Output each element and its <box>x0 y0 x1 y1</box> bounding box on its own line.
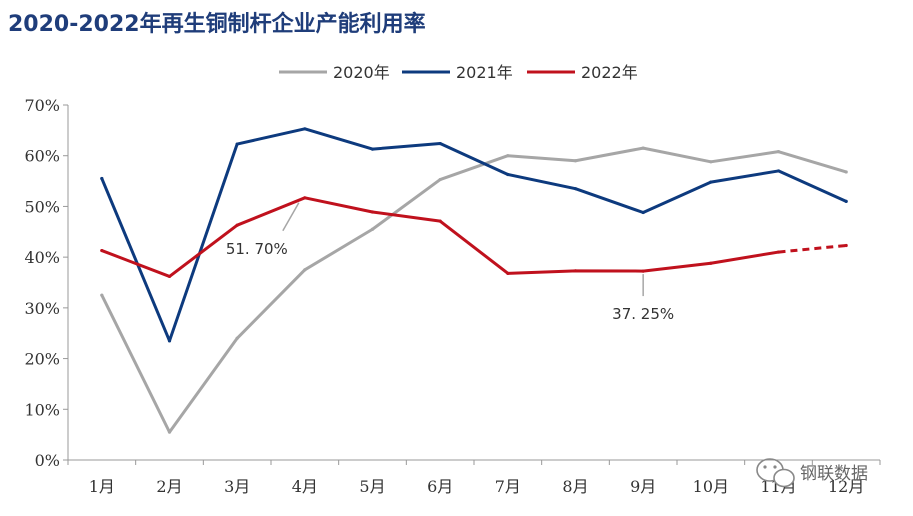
data-point <box>573 269 578 273</box>
data-point <box>641 269 645 273</box>
data-point <box>303 127 307 131</box>
series-2022年 <box>100 196 848 279</box>
y-tick-label: 70% <box>24 96 60 115</box>
data-point <box>303 196 307 200</box>
data-point <box>303 268 307 272</box>
data-point <box>438 177 442 182</box>
data-point <box>370 147 375 151</box>
y-tick-label: 50% <box>24 197 60 216</box>
wechat-icon <box>756 458 795 488</box>
x-tick-label: 9月 <box>630 477 656 496</box>
annotation-leader <box>282 202 300 232</box>
data-point <box>709 180 713 184</box>
watermark-text: 钢联数据 <box>800 464 868 484</box>
x-tick-label: 5月 <box>359 477 385 496</box>
data-point <box>844 170 848 174</box>
legend-label: 2022年 <box>581 63 638 82</box>
x-tick-label: 3月 <box>224 477 250 496</box>
x-axis-labels: 1月 2月 3月 4月 5月 6月 7月 8月 9月 10月 11月 12月 <box>89 477 865 496</box>
data-point <box>506 154 510 158</box>
data-point <box>235 142 239 146</box>
data-point <box>573 159 578 163</box>
x-tick-label: 8月 <box>562 477 588 496</box>
x-tick-label: 7月 <box>495 477 521 496</box>
data-point <box>844 199 848 203</box>
data-point <box>709 160 713 164</box>
x-tick-label: 2月 <box>156 477 182 496</box>
data-point <box>641 210 645 215</box>
series-2021年 <box>100 127 848 343</box>
y-tick-label: 60% <box>24 147 60 166</box>
data-point <box>100 176 104 181</box>
annotation-label: 37. 25% <box>612 305 674 323</box>
legend-label: 2021年 <box>456 63 513 82</box>
data-point <box>776 169 781 173</box>
data-point <box>100 248 104 253</box>
x-tick-label: 1月 <box>89 477 115 496</box>
series-layer <box>100 127 848 434</box>
data-point <box>709 261 713 265</box>
chart-legend: 2020年 2021年 2022年 <box>279 63 638 82</box>
series-line <box>100 196 780 278</box>
data-point <box>370 210 375 214</box>
data-point <box>573 187 578 191</box>
data-point <box>506 172 510 177</box>
data-point <box>167 339 172 343</box>
y-axis-labels: 0% 10% 20% 30% 40% 50% 60% 70% <box>24 96 60 470</box>
series-line-forecast <box>778 243 847 254</box>
series-line <box>100 146 848 434</box>
data-point <box>438 141 442 146</box>
data-point <box>167 430 172 434</box>
data-point <box>844 243 848 248</box>
data-point <box>641 146 645 150</box>
data-point <box>100 293 104 297</box>
y-tick-label: 20% <box>24 350 60 369</box>
data-point <box>235 223 239 227</box>
series-line <box>100 127 848 343</box>
data-point <box>776 150 781 154</box>
chart-title: 2020-2022年再生铜制杆企业产能利用率 <box>8 12 426 37</box>
data-point <box>506 271 510 275</box>
data-point <box>370 227 375 231</box>
y-tick-label: 0% <box>35 451 60 470</box>
data-point <box>438 219 442 223</box>
annotation-label: 51. 70% <box>226 240 288 258</box>
chart-axes <box>63 104 881 465</box>
x-tick-label: 4月 <box>292 477 318 496</box>
series-2020年 <box>100 146 848 434</box>
y-tick-label: 10% <box>24 400 60 419</box>
x-tick-label: 6月 <box>427 477 453 496</box>
x-tick-label: 10月 <box>693 477 729 496</box>
y-tick-label: 40% <box>24 248 60 267</box>
annotations: 51. 70% 37. 25% <box>226 202 674 323</box>
legend-label: 2020年 <box>333 63 390 82</box>
data-point <box>235 336 239 340</box>
watermark: 钢联数据 <box>756 458 868 488</box>
x-tick-label: 12月 <box>828 477 864 496</box>
data-point <box>776 250 781 254</box>
data-point <box>167 274 172 279</box>
y-tick-label: 30% <box>24 299 60 318</box>
